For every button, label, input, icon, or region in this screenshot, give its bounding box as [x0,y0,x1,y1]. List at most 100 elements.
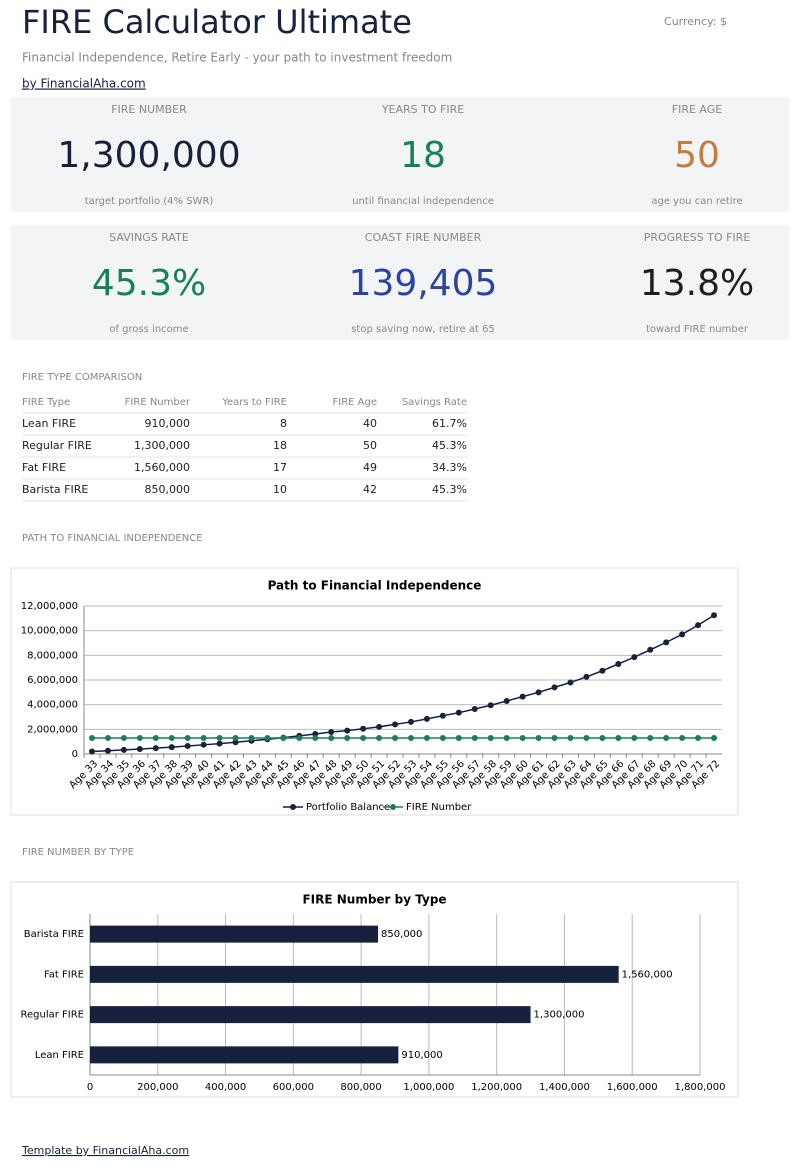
data-point [200,741,207,748]
kpi-label: YEARS TO FIRE [381,103,464,116]
data-point [679,631,686,638]
data-point [439,712,446,719]
footer-link[interactable]: Template by FinancialAha.com [21,1144,189,1157]
data-point [663,639,670,646]
table-cell: 50 [363,439,377,452]
data-point [487,702,494,709]
data-point [280,734,287,741]
x-tick-label: 1,800,000 [675,1082,726,1093]
data-point [248,734,255,741]
data-point [392,721,399,728]
data-point [152,745,159,752]
data-point [439,734,446,741]
chart-frame [10,567,739,816]
data-point [184,734,191,741]
data-point [663,734,670,741]
data-point [328,734,335,741]
data-point [503,734,510,741]
data-point [679,734,686,741]
data-point [328,729,335,736]
kpi-note: target portfolio (4% SWR) [85,196,214,207]
data-point [232,734,239,741]
y-tick-label: 0 [72,749,78,760]
data-point [168,744,175,751]
x-tick-label: 1,000,000 [403,1082,454,1093]
section-heading: FIRE NUMBER BY TYPE [22,847,134,858]
y-tick-label: Barista FIRE [24,929,84,940]
data-point [455,734,462,741]
data-label: 1,300,000 [534,1010,585,1021]
section-heading: FIRE TYPE COMPARISON [22,372,142,383]
data-point [423,715,430,722]
y-tick-label: 6,000,000 [27,675,78,686]
data-point [551,734,558,741]
legend-dot [390,804,396,810]
data-point [376,734,383,741]
data-point [216,740,223,747]
data-point [136,734,143,741]
table-header: FIRE Age [333,397,378,408]
y-tick-label: 10,000,000 [21,626,78,637]
data-point [535,734,542,741]
chart-title: Path to Financial Independence [268,579,482,593]
data-point [535,689,542,696]
kpi-value: 139,405 [349,263,498,304]
data-point [216,734,223,741]
table-cell: 910,000 [145,417,191,430]
bar [90,965,619,983]
data-point [647,646,654,653]
table-cell: 40 [363,417,377,430]
data-point [711,612,718,619]
x-tick-label: 1,600,000 [607,1082,658,1093]
data-point [104,734,111,741]
data-point [615,660,622,667]
data-point [344,727,351,734]
kpi-value: 13.8% [640,263,754,304]
subtitle: Financial Independence, Retire Early - y… [22,51,452,65]
data-point [264,734,271,741]
data-point [631,734,638,741]
y-tick-label: Fat FIRE [44,969,84,980]
chart-frame [10,881,739,1098]
kpi-value: 50 [674,135,720,176]
data-point [567,734,574,741]
legend-dot [290,804,296,810]
table-cell: Barista FIRE [22,483,88,496]
data-point [519,693,526,700]
data-point [407,734,414,741]
table-cell: 850,000 [145,483,191,496]
bar [90,925,379,943]
bar [90,1006,531,1024]
table-cell: 1,300,000 [134,439,190,452]
table-cell: 45.3% [432,483,467,496]
data-point [184,742,191,749]
kpi-label: PROGRESS TO FIRE [644,231,751,244]
table-cell: Regular FIRE [22,439,92,452]
data-point [615,734,622,741]
x-tick-label: 400,000 [205,1082,246,1093]
data-point [376,723,383,730]
table-cell: 45.3% [432,439,467,452]
kpi-note: age you can retire [651,196,742,207]
x-tick-label: 0 [87,1082,93,1093]
data-point [647,734,654,741]
chart-title: FIRE Number by Type [302,893,446,907]
data-point [120,746,127,753]
series-line [91,614,715,753]
data-point [152,734,159,741]
data-point [695,734,702,741]
data-point [695,622,702,629]
table-cell: 18 [273,439,287,452]
data-point [200,734,207,741]
data-point [551,684,558,691]
data-point [104,747,111,754]
y-tick-label: 4,000,000 [27,700,78,711]
data-point [360,734,367,741]
data-point [471,705,478,712]
data-point [88,748,95,755]
table-cell: 49 [363,461,377,474]
y-tick-label: Lean FIRE [35,1050,84,1061]
byline-link[interactable]: by FinancialAha.com [22,77,146,91]
